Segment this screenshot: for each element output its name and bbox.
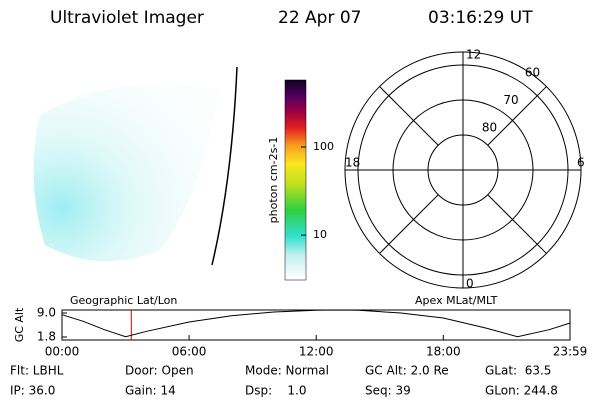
right-label: Apex MLat/MLT [415, 294, 498, 307]
x-tick-label: 18:00 [426, 345, 461, 359]
info-field: GLon: 244.8 [485, 384, 558, 398]
colorbar [284, 79, 307, 281]
info-field: Flt: LBHL [10, 364, 64, 378]
info-field: GC Alt: 2.0 Re [365, 364, 449, 378]
time: 03:16:29 UT [428, 8, 533, 28]
ring-label: 60 [525, 65, 540, 79]
mlt-label: 12 [466, 48, 481, 62]
x-tick-label: 00:00 [45, 345, 80, 359]
mlt-label: 18 [345, 156, 360, 170]
info-field: Seq: 39 [365, 384, 411, 398]
info-field: Mode: Normal [245, 364, 329, 378]
colorbar-tick-label: 10 [313, 228, 327, 241]
info-field: Gain: 14 [125, 384, 176, 398]
y-tick-label: 1.8 [37, 330, 56, 344]
polar-radial [379, 86, 439, 146]
title: Ultraviolet Imager [50, 8, 204, 28]
x-tick-label: 23:59 [553, 345, 588, 359]
ring-label: 80 [482, 121, 497, 135]
mlt-label: 6 [577, 156, 585, 170]
polar-radial [487, 194, 547, 254]
info-field: GLat: 63.5 [485, 364, 551, 378]
x-tick-label: 12:00 [299, 345, 334, 359]
polar-ring [392, 99, 534, 241]
x-tick-label: 06:00 [172, 345, 207, 359]
date: 22 Apr 07 [278, 8, 361, 28]
polar-radial [487, 86, 547, 146]
info-field: Dsp: 1.0 [245, 384, 307, 398]
y-tick-label: 9.0 [37, 306, 56, 320]
left-label: Geographic Lat/Lon [70, 294, 177, 307]
info-field: IP: 36.0 [10, 384, 55, 398]
polar-radial [379, 194, 439, 254]
gc-alt-line [61, 309, 571, 338]
polar-ring [427, 134, 499, 206]
info-field: Door: Open [125, 364, 194, 378]
ring-label: 70 [503, 93, 518, 107]
uv-image [33, 66, 238, 266]
colorbar-tick-label: 100 [313, 140, 334, 153]
mlt-label: 0 [466, 277, 474, 291]
y-label: GC Alt [13, 307, 26, 342]
polar-ring [357, 64, 569, 276]
colorbar-label: photon cm-2s-1 [267, 137, 280, 224]
